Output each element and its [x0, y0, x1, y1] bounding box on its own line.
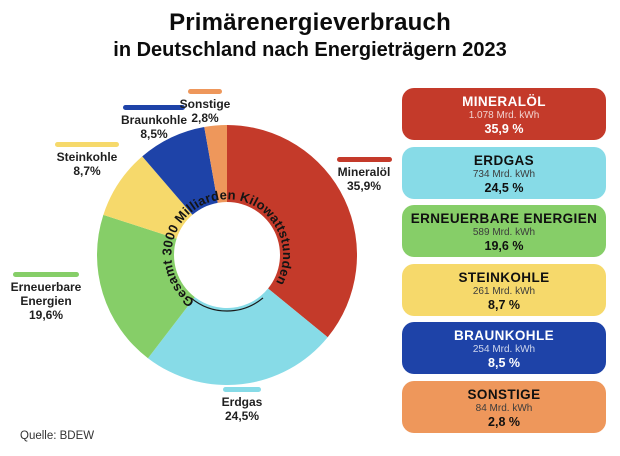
pie-slice-mineral-l: [227, 125, 357, 338]
legend-title: ERNEUERBARE ENERGIEN: [410, 211, 598, 226]
pie-label-name: Braunkohle: [120, 113, 187, 127]
legend-percent: 19,6 %: [484, 239, 524, 253]
legend-amount: 1.078 Mrd. kWh: [468, 110, 540, 121]
pie-label-sonstige: Sonstige 2,8%: [175, 89, 235, 125]
legend-percent: 8,7 %: [488, 297, 520, 312]
pie-slice-steinkohle: [103, 156, 193, 239]
title-line-1: Primärenergieverbrauch: [169, 9, 451, 36]
pie-slice-sonstige: [204, 125, 227, 203]
donut-chart: Gesamt 3000 Milliarden Kilowattstunden: [97, 125, 357, 385]
pie-label-braunkohle: Braunkohle 8,5%: [114, 105, 194, 141]
pie-label-name: Steinkohle: [56, 150, 118, 164]
pie-label-percent: 2,8%: [191, 111, 219, 126]
title-line-2: in Deutschland nach Energieträgern 2023: [113, 39, 507, 61]
source-credit: Quelle: BDEW: [20, 430, 95, 442]
pie-label-erneuerbare-energien: Erneuerbare Energien 19,6%: [4, 272, 88, 322]
legend-percent: 8,5 %: [488, 356, 520, 370]
legend-title: STEINKOHLE: [458, 269, 550, 285]
pie-label-name: Erdgas: [221, 395, 263, 409]
legend-box-erneuerbare-energien: ERNEUERBARE ENERGIEN 589 Mrd. kWh 19,6 %: [402, 205, 606, 257]
legend-amount: 254 Mrd. kWh: [472, 344, 536, 355]
color-bar-steinkohle: [55, 142, 119, 147]
legend-percent: 35,9 %: [484, 122, 524, 136]
legend-box-mineraloel: MINERALÖL 1.078 Mrd. kWh 35,9 %: [402, 88, 606, 140]
legend-title: MINERALÖL: [462, 94, 546, 109]
legend-percent: 2,8 %: [488, 414, 520, 429]
center-circle-arc: [190, 297, 264, 312]
legend-amount: 589 Mrd. kWh: [472, 227, 536, 238]
legend-panel: MINERALÖL 1.078 Mrd. kWh 35,9 % ERDGAS 7…: [402, 88, 606, 439]
legend-percent: 24,5 %: [484, 180, 524, 195]
legend-box-sonstige: SONSTIGE 84 Mrd. kWh 2,8 %: [402, 380, 606, 433]
color-bar-braunkohle: [123, 105, 185, 110]
pie-slice-braunkohle: [142, 127, 218, 215]
legend-box-steinkohle: STEINKOHLE 261 Mrd. kWh 8,7 %: [402, 263, 606, 316]
pie-label-percent: 24,5%: [224, 409, 260, 424]
pie-label-percent: 8,5%: [140, 127, 168, 142]
legend-title: BRAUNKOHLE: [454, 328, 554, 343]
pie-label-mineraloel: Mineralöl 35,9%: [324, 157, 404, 193]
legend-amount: 261 Mrd. kWh: [472, 285, 536, 297]
chart-title: Primärenergieverbrauch in Deutschland na…: [0, 10, 620, 62]
color-bar-erneuerbare: [13, 272, 79, 277]
donut-slices: [97, 125, 357, 385]
pie-label-name: Erneuerbare Energien: [10, 280, 82, 309]
pie-slice-erneuerbare-energien: [97, 214, 195, 359]
legend-box-erdgas: ERDGAS 734 Mrd. kWh 24,5 %: [402, 146, 606, 199]
pie-slice-erdgas: [147, 288, 328, 385]
legend-amount: 84 Mrd. kWh: [475, 402, 533, 414]
color-bar-mineraloel: [336, 157, 392, 162]
legend-title: SONSTIGE: [467, 386, 541, 402]
pie-label-erdgas: Erdgas 24,5%: [202, 387, 282, 423]
color-bar-erdgas: [223, 387, 261, 392]
pie-label-percent: 8,7%: [73, 164, 101, 179]
pie-label-percent: 35,9%: [346, 179, 382, 194]
pie-label-percent: 19,6%: [28, 308, 64, 323]
legend-amount: 734 Mrd. kWh: [472, 168, 536, 180]
legend-title: ERDGAS: [473, 152, 535, 168]
legend-box-braunkohle: BRAUNKOHLE 254 Mrd. kWh 8,5 %: [402, 322, 606, 374]
color-bar-sonstige: [188, 89, 222, 94]
pie-label-steinkohle: Steinkohle 8,7%: [47, 142, 127, 178]
pie-label-name: Mineralöl: [337, 165, 391, 179]
pie-label-name: Sonstige: [179, 97, 231, 111]
